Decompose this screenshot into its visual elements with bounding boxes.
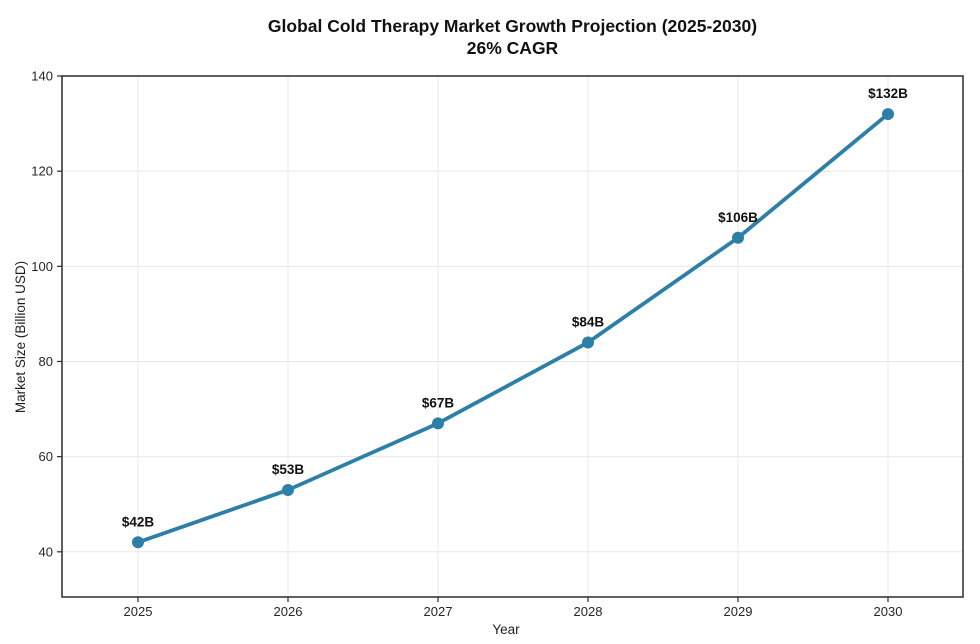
data-point-marker xyxy=(732,231,744,244)
data-point-label: $67B xyxy=(422,395,455,410)
data-point-label: $106B xyxy=(718,210,758,225)
data-point-marker xyxy=(132,536,144,549)
y-tick-label: 120 xyxy=(31,164,53,179)
series-line xyxy=(136,112,890,545)
data-point-label: $53B xyxy=(272,462,305,477)
y-tick-label: 40 xyxy=(39,544,53,559)
chart-title-line2: 26% CAGR xyxy=(466,38,559,58)
chart-title: Global Cold Therapy Market Growth Projec… xyxy=(62,15,963,59)
x-tick-label: 2026 xyxy=(274,604,303,619)
data-point-marker xyxy=(882,108,894,121)
data-point-marker xyxy=(282,483,294,496)
data-point-marker xyxy=(432,417,444,430)
plot-border xyxy=(61,75,964,598)
x-axis-label: Year xyxy=(492,622,520,637)
x-tick-label: 2029 xyxy=(724,604,753,619)
x-tick-label: 2025 xyxy=(124,604,153,619)
data-point-marker xyxy=(582,336,594,349)
x-tick-label: 2028 xyxy=(574,604,603,619)
data-point-label: $132B xyxy=(868,86,908,101)
y-tick-label: 80 xyxy=(39,354,53,369)
y-axis-label: Market Size (Billion USD) xyxy=(13,260,28,414)
data-point-label: $84B xyxy=(572,314,605,329)
y-tick-label: 140 xyxy=(31,69,53,84)
data-point-label: $42B xyxy=(122,514,155,529)
x-tick-label: 2030 xyxy=(874,604,903,619)
y-tick-label: 100 xyxy=(31,259,53,274)
y-tick-label: 60 xyxy=(39,449,53,464)
x-tick-label: 2027 xyxy=(424,604,453,619)
chart-title-line1: Global Cold Therapy Market Growth Projec… xyxy=(267,16,758,36)
